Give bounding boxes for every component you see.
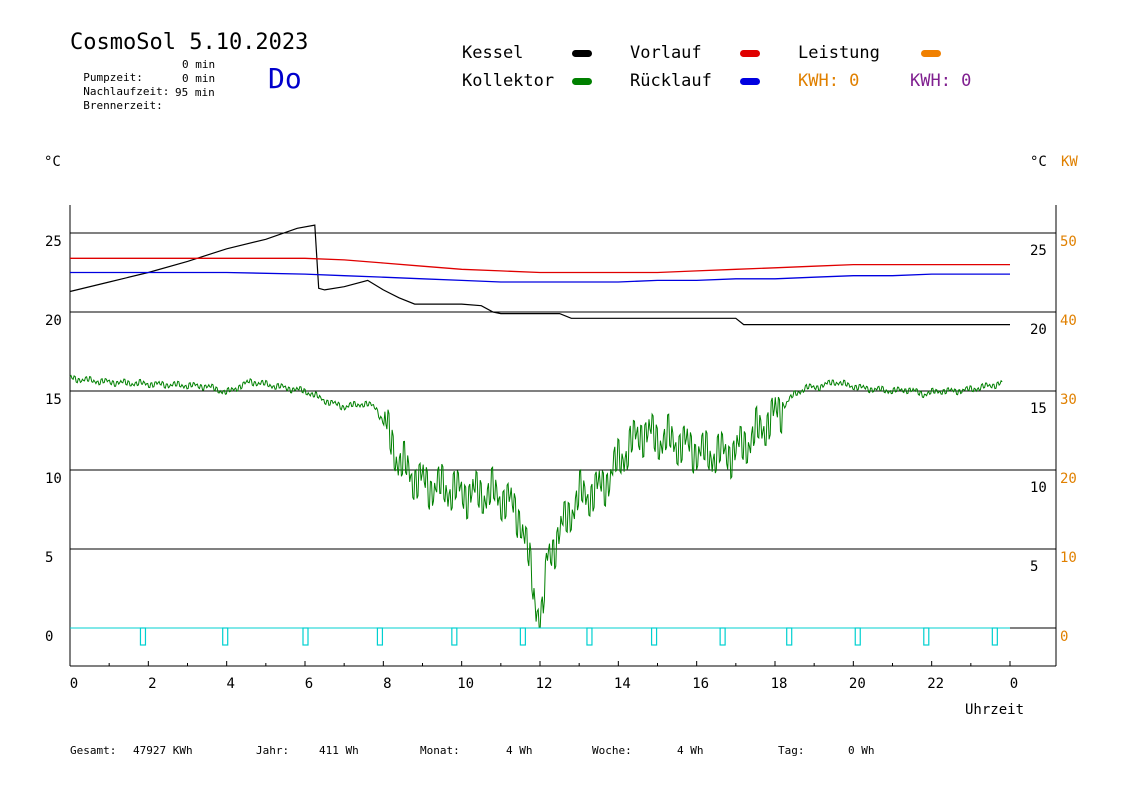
stat-value: 95 min — [175, 86, 215, 99]
stat-label: Brennerzeit: — [83, 99, 163, 112]
y-tick-label-left: 5 — [45, 550, 53, 566]
series-kessel — [69, 224, 1010, 326]
leistung-marker — [139, 627, 147, 646]
y-tick-label-kw: 40 — [1060, 313, 1077, 329]
legend-ruecklauf-label: Rücklauf — [630, 71, 712, 91]
series-ruecklauf — [70, 271, 1010, 283]
x-tick-label: 14 — [614, 676, 631, 692]
y-tick-label-right: 25 — [1030, 243, 1047, 259]
legend-leistung-swatch — [921, 50, 941, 57]
series-vorlauf — [70, 257, 1010, 274]
leistung-marker — [222, 627, 229, 646]
y-tick-label-kw: 0 — [1060, 629, 1068, 645]
stat-value: 0 min — [182, 58, 216, 71]
legend-kessel-swatch — [572, 50, 592, 57]
y-tick-label-left: 15 — [45, 392, 62, 408]
x-axis-title: Uhrzeit — [965, 702, 1024, 718]
stat-label: Pumpzeit: — [83, 71, 143, 84]
legend-kwh-purple: KWH: 0 — [910, 71, 972, 91]
y-axis-unit-kw: KW — [1061, 154, 1078, 170]
x-tick-label: 22 — [927, 676, 944, 692]
leistung-marker — [519, 627, 526, 646]
footer-jahr-value: 411 Wh — [319, 744, 359, 757]
legend-ruecklauf-swatch — [740, 78, 760, 85]
x-tick-label: 0 — [1010, 676, 1018, 692]
y-tick-label-left: 10 — [45, 471, 62, 487]
leistung-marker — [451, 627, 458, 646]
legend-kollektor-label: Kollektor — [462, 71, 555, 91]
y-tick-label-kw: 20 — [1060, 471, 1077, 487]
footer-woche-value: 4 Wh — [677, 744, 704, 757]
leistung-marker — [719, 627, 726, 646]
legend-vorlauf-swatch — [740, 50, 760, 57]
footer-monat-label: Monat: — [420, 744, 460, 757]
y-tick-label-kw: 30 — [1060, 392, 1077, 408]
x-tick-label: 8 — [383, 676, 391, 692]
y-tick-label-kw: 10 — [1060, 550, 1077, 566]
leistung-marker — [650, 627, 658, 646]
stat-brennerzeit: Brennerzeit: — [70, 86, 163, 112]
footer-woche-label: Woche: — [592, 744, 632, 757]
y-tick-label-right: 10 — [1030, 480, 1047, 496]
footer-tag-value: 0 Wh — [848, 744, 875, 757]
leistung-marker — [854, 627, 861, 646]
x-tick-label: 18 — [771, 676, 788, 692]
x-tick-label: 20 — [849, 676, 866, 692]
legend-vorlauf-label: Vorlauf — [630, 43, 702, 63]
legend-kollektor-swatch — [572, 78, 592, 85]
y-tick-label-right: 15 — [1030, 401, 1047, 417]
stat-label: Nachlaufzeit: — [83, 85, 170, 98]
x-tick-label: 4 — [226, 676, 234, 692]
y-tick-label-left: 0 — [45, 629, 53, 645]
y-tick-label-left: 20 — [45, 313, 62, 329]
x-tick-label: 10 — [457, 676, 474, 692]
y-axis-unit-left: °C — [44, 154, 61, 170]
y-tick-label-right: 5 — [1030, 559, 1038, 575]
footer-gesamt-label: Gesamt: — [70, 744, 117, 757]
leistung-marker — [302, 627, 309, 646]
stat-nachlaufzeit: Nachlaufzeit: — [70, 72, 169, 98]
leistung-marker — [376, 627, 384, 646]
y-tick-label-kw: 50 — [1060, 234, 1077, 250]
weekday-label: Do — [268, 62, 302, 95]
x-tick-label: 6 — [305, 676, 313, 692]
chart-title: CosmoSol 5.10.2023 — [70, 30, 309, 55]
y-axis-unit-right: °C — [1030, 154, 1047, 170]
series-kollektor — [69, 374, 1003, 629]
leistung-marker — [786, 627, 793, 646]
leistung-marker — [586, 627, 593, 646]
footer-monat-value: 4 Wh — [506, 744, 533, 757]
legend-leistung-label: Leistung — [798, 43, 880, 63]
leistung-marker — [991, 627, 998, 646]
x-tick-label: 2 — [148, 676, 156, 692]
footer-gesamt-value: 47927 KWh — [133, 744, 193, 757]
footer-tag-label: Tag: — [778, 744, 805, 757]
y-tick-label-left: 25 — [45, 234, 62, 250]
stat-pumpzeit: Pumpzeit: — [70, 58, 143, 84]
x-tick-label: 12 — [536, 676, 553, 692]
x-tick-label: 0 — [70, 676, 78, 692]
legend-kwh-orange: KWH: 0 — [798, 71, 860, 91]
footer-jahr-label: Jahr: — [256, 744, 290, 757]
x-tick-label: 16 — [692, 676, 709, 692]
y-tick-label-right: 20 — [1030, 322, 1047, 338]
leistung-marker — [923, 627, 930, 646]
legend-kessel-label: Kessel — [462, 43, 524, 63]
stat-value: 0 min — [182, 72, 216, 85]
